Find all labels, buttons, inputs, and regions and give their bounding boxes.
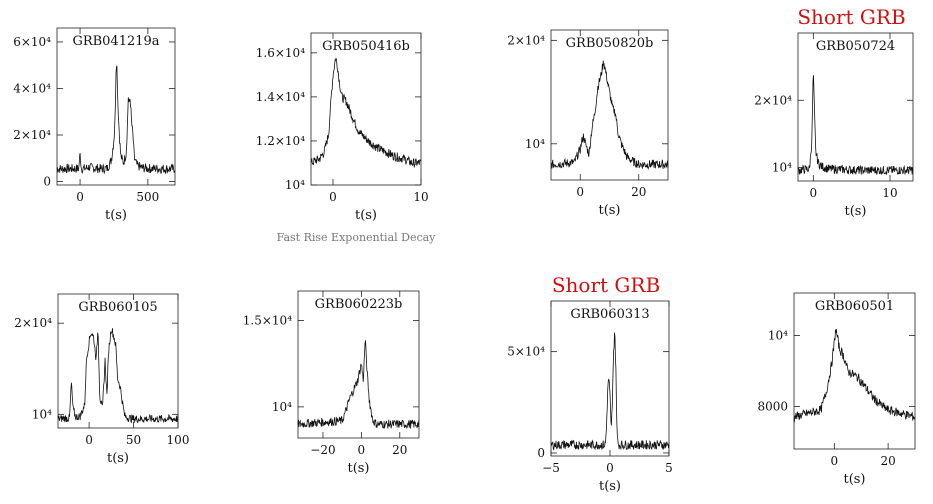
y-tick-label: 1.2×10⁴: [256, 134, 305, 148]
x-axis-label: t(s): [598, 203, 620, 218]
grb-name: GRB050416b: [322, 39, 410, 54]
x-tick-label: 0: [85, 433, 93, 447]
grb-name: GRB050820b: [566, 36, 654, 51]
light-curve: [57, 328, 179, 424]
light-curve: [797, 75, 914, 176]
y-tick-label: 0: [537, 446, 545, 460]
x-tick-label: 20: [880, 454, 895, 468]
y-tick-label: 10⁴: [272, 400, 292, 414]
x-tick-label: 10: [882, 186, 897, 200]
y-tick-label: 0: [43, 175, 51, 189]
x-tick-label: 0: [606, 461, 614, 475]
chart-panel-2: 0 20 10⁴ 2×10⁴ GRB050820b t(s): [507, 29, 669, 218]
x-tick-label: 0: [329, 190, 337, 204]
plot-frame: [57, 293, 179, 429]
plot-frame: [797, 32, 914, 182]
x-tick-label: 20: [392, 443, 407, 457]
plot-frame: [793, 292, 916, 450]
y-tick-label: 1.4×10⁴: [256, 90, 305, 104]
x-axis-label: t(s): [105, 208, 127, 223]
grb-name: GRB060501: [815, 299, 894, 314]
x-axis-label: t(s): [347, 461, 369, 476]
light-curve: [310, 57, 422, 168]
x-tick-label: 5: [665, 461, 673, 475]
x-axis-label: t(s): [599, 479, 621, 494]
y-tick-label: 2×10⁴: [14, 316, 52, 330]
x-axis-label: t(s): [355, 208, 377, 223]
plot-frame: [56, 27, 176, 186]
grb-name: GRB050724: [816, 39, 895, 54]
y-tick-label: 2×10⁴: [13, 128, 51, 142]
y-tick-label: 1.6×10⁴: [256, 46, 305, 60]
x-tick-label: −5: [542, 461, 560, 475]
y-tick-label: 1.5×10⁴: [243, 313, 292, 327]
x-tick-label: 10: [413, 190, 428, 204]
fred-caption: Fast Rise Exponential Decay: [277, 231, 437, 244]
chart-panel-1: 0 10 10⁴ 1.2×10⁴ 1.4×10⁴ 1.6×10⁴ GRB050416b t(s…: [256, 32, 437, 244]
light-curve: [793, 328, 916, 423]
y-tick-label: 10⁴: [285, 178, 305, 192]
light-curve: [56, 65, 176, 175]
y-tick-label: 10⁴: [525, 137, 545, 151]
plot-frame: [297, 290, 420, 439]
chart-panel-5: −20 0 20 10⁴ 1.5×10⁴ GRB060223b t(s): [243, 290, 420, 476]
light-curve: [550, 60, 669, 170]
x-tick-label: 0: [810, 186, 818, 200]
y-tick-label: 10⁴: [772, 161, 792, 175]
x-tick-label: 0: [576, 185, 584, 199]
plot-frame: [550, 300, 670, 457]
light-curve: [550, 332, 670, 451]
grb-name: GRB060223b: [315, 297, 403, 312]
x-axis-label: t(s): [107, 451, 129, 466]
chart-panel-7: 0 20 8000 10⁴ GRB060501 t(s): [757, 292, 916, 487]
x-tick-label: 20: [631, 185, 646, 199]
x-tick-label: 0: [358, 443, 366, 457]
short-grb-annotation: Short GRB: [797, 5, 905, 29]
x-tick-label: 100: [167, 433, 190, 447]
y-tick-label: 8000: [757, 399, 788, 413]
plot-frame: [550, 29, 669, 181]
x-axis-label: t(s): [843, 472, 865, 487]
light-curve: [297, 340, 420, 430]
y-tick-label: 4×10⁴: [13, 81, 51, 95]
y-tick-label: 2×10⁴: [754, 93, 792, 107]
x-tick-label: 0: [831, 454, 839, 468]
x-tick-label: 500: [136, 190, 159, 204]
grb-name: GRB041219a: [72, 34, 159, 49]
chart-panel-0: 0 500 0 2×10⁴ 4×10⁴ 6×10⁴ GRB041219a t(s): [13, 27, 176, 223]
x-tick-label: 0: [76, 190, 84, 204]
y-tick-label: 5×10⁴: [507, 345, 545, 359]
short-grb-annotation: Short GRB: [552, 273, 660, 297]
grb-name: GRB060105: [78, 300, 157, 315]
y-tick-label: 2×10⁴: [507, 33, 545, 47]
plot-frame: [310, 32, 422, 186]
chart-panel-3: 0 10 10⁴ 2×10⁴ GRB050724 t(s) Short GRB: [754, 5, 914, 219]
x-tick-label: 50: [126, 433, 141, 447]
y-tick-label: 6×10⁴: [13, 35, 51, 49]
y-tick-label: 10⁴: [32, 407, 52, 421]
x-axis-label: t(s): [844, 204, 866, 219]
chart-panel-4: 0 50 100 10⁴ 2×10⁴ GRB060105 t(s): [14, 293, 190, 466]
x-tick-label: −20: [310, 443, 335, 457]
grb-name: GRB060313: [570, 307, 649, 322]
y-tick-label: 10⁴: [768, 329, 788, 343]
